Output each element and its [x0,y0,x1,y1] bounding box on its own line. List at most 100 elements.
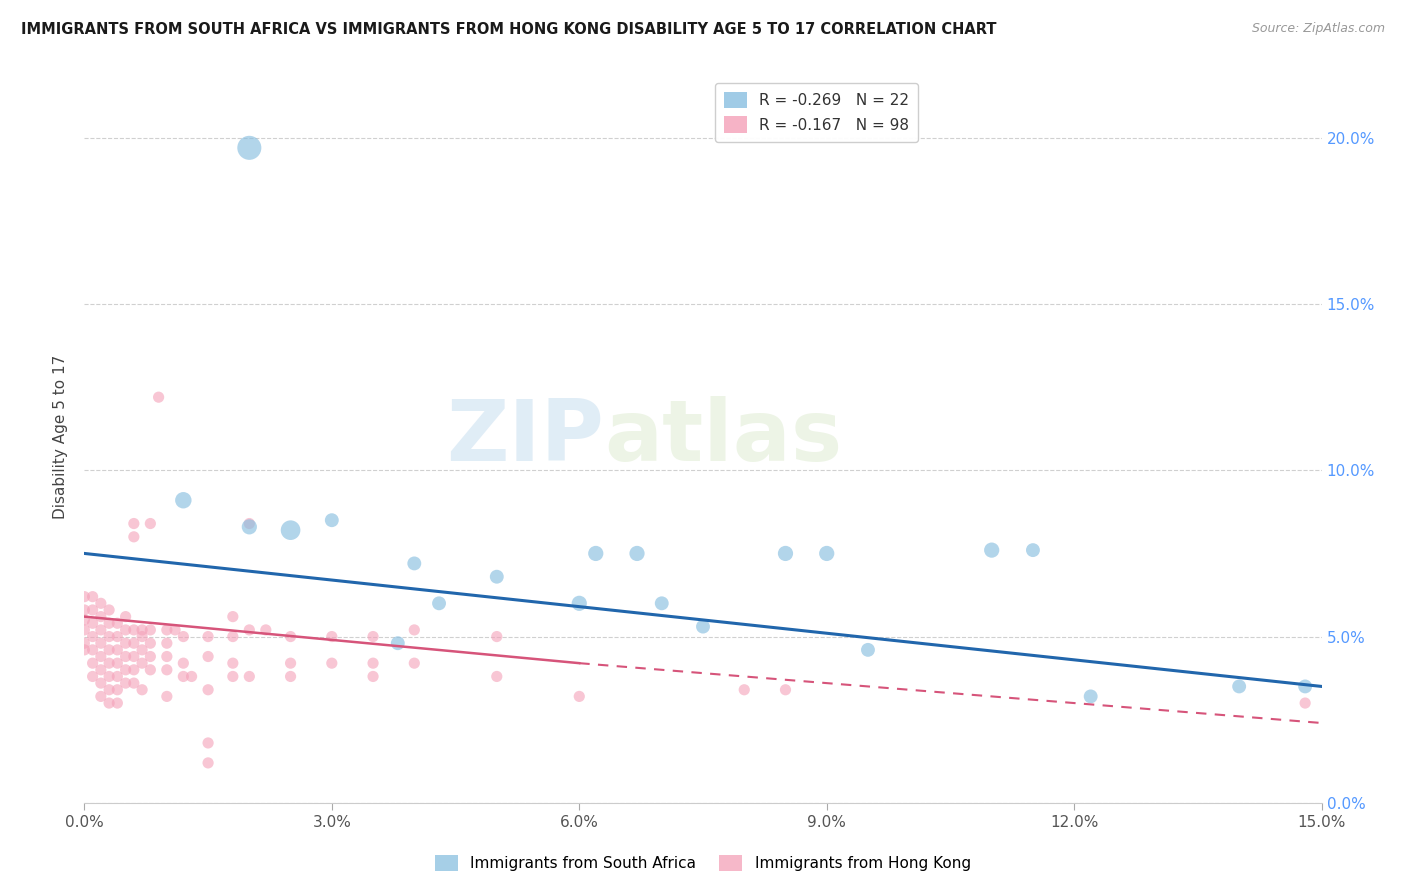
Point [98,630,121,644]
Point [105,630,128,644]
Point [222,609,245,624]
Point [114,676,136,690]
Point [238,141,260,155]
Point [361,656,384,670]
Point [131,630,153,644]
Point [427,596,450,610]
Point [197,736,219,750]
Point [73,636,96,650]
Point [238,669,260,683]
Point [90,609,112,624]
Point [197,630,219,644]
Point [733,682,755,697]
Point [404,557,426,571]
Point [404,656,426,670]
Point [139,623,162,637]
Point [222,630,245,644]
Point [122,516,145,531]
Text: Source: ZipAtlas.com: Source: ZipAtlas.com [1251,22,1385,36]
Point [1294,680,1316,694]
Point [105,643,128,657]
Point [98,696,121,710]
Point [139,649,162,664]
Point [1022,543,1045,558]
Point [139,516,162,531]
Point [238,516,260,531]
Point [238,623,260,637]
Point [139,663,162,677]
Point [98,656,121,670]
Point [82,656,104,670]
Point [105,682,128,697]
Point [98,643,121,657]
Point [775,682,797,697]
Point [280,523,302,537]
Point [90,663,112,677]
Point [222,669,245,683]
Point [114,623,136,637]
Point [180,669,202,683]
Point [361,630,384,644]
Point [321,656,343,670]
Point [73,613,96,627]
Point [122,676,145,690]
Point [238,520,260,534]
Text: atlas: atlas [605,395,842,479]
Point [82,630,104,644]
Point [156,663,179,677]
Point [114,636,136,650]
Point [585,546,607,560]
Point [98,682,121,697]
Point [90,636,112,650]
Legend: R = -0.269   N = 22, R = -0.167   N = 98: R = -0.269 N = 22, R = -0.167 N = 98 [714,83,918,142]
Point [156,690,179,704]
Point [105,669,128,683]
Point [197,682,219,697]
Point [1080,690,1102,704]
Point [98,603,121,617]
Point [90,596,112,610]
Point [156,636,179,650]
Point [280,630,302,644]
Point [73,623,96,637]
Point [105,696,128,710]
Point [90,690,112,704]
Point [1227,680,1250,694]
Point [254,623,277,637]
Point [114,609,136,624]
Point [73,590,96,604]
Point [197,649,219,664]
Point [98,669,121,683]
Point [775,546,797,560]
Point [156,649,179,664]
Point [122,530,145,544]
Point [626,546,648,560]
Point [131,623,153,637]
Point [122,636,145,650]
Point [148,390,170,404]
Point [82,603,104,617]
Point [404,623,426,637]
Point [73,643,96,657]
Point [172,630,194,644]
Point [156,623,179,637]
Point [90,676,112,690]
Point [122,663,145,677]
Point [980,543,1002,558]
Legend: Immigrants from South Africa, Immigrants from Hong Kong: Immigrants from South Africa, Immigrants… [429,849,977,877]
Point [82,590,104,604]
Point [90,649,112,664]
Point [568,596,591,610]
Point [114,649,136,664]
Point [105,656,128,670]
Point [280,656,302,670]
Point [98,616,121,631]
Point [361,669,384,683]
Point [568,690,591,704]
Y-axis label: Disability Age 5 to 17: Disability Age 5 to 17 [53,355,69,519]
Point [139,636,162,650]
Point [90,623,112,637]
Point [131,682,153,697]
Point [82,643,104,657]
Point [485,570,508,584]
